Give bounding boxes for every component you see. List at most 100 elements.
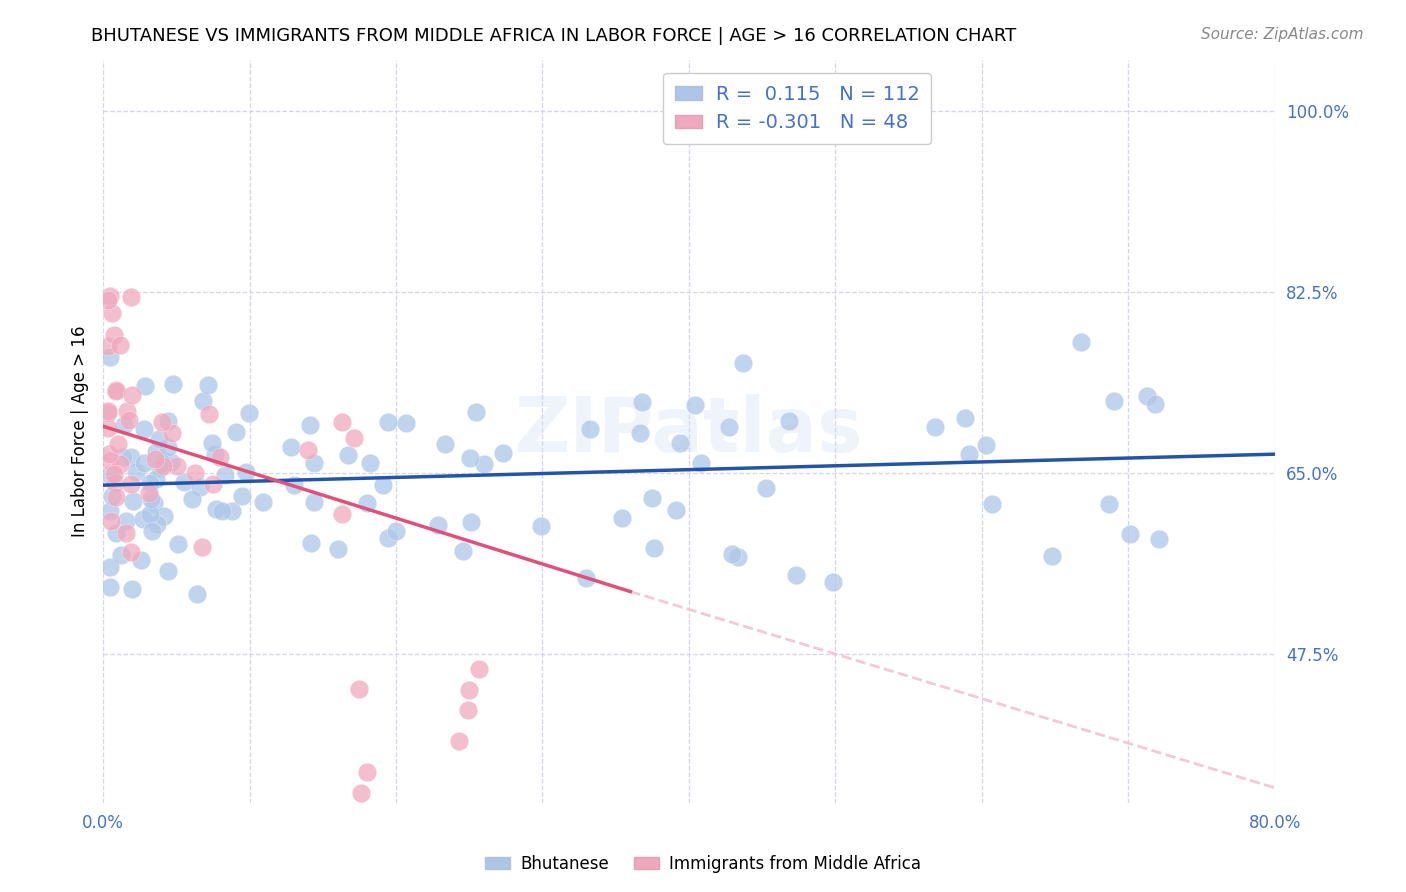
Point	[669, 435, 692, 450]
Point	[121, 582, 143, 596]
Point	[183, 467, 205, 481]
Point	[299, 536, 322, 550]
Point	[103, 327, 125, 342]
Point	[297, 442, 319, 457]
Point	[778, 414, 800, 428]
Point	[434, 437, 457, 451]
Point	[105, 384, 128, 398]
Point	[157, 440, 180, 454]
Point	[107, 436, 129, 450]
Point	[201, 435, 224, 450]
Point	[198, 407, 221, 421]
Point	[157, 414, 180, 428]
Point	[100, 489, 122, 503]
Point	[465, 405, 488, 419]
Point	[231, 489, 253, 503]
Point	[205, 502, 228, 516]
Point	[1040, 549, 1063, 563]
Point	[96, 406, 118, 420]
Point	[105, 491, 128, 505]
Point	[1136, 389, 1159, 403]
Point	[349, 681, 371, 696]
Point	[150, 415, 173, 429]
Point	[785, 568, 807, 582]
Point	[100, 514, 122, 528]
Point	[235, 466, 257, 480]
Point	[112, 417, 135, 432]
Point	[575, 571, 598, 585]
Point	[201, 477, 224, 491]
Point	[162, 377, 184, 392]
Point	[104, 525, 127, 540]
Point	[449, 734, 471, 748]
Point	[330, 507, 353, 521]
Point	[120, 290, 142, 304]
Point	[125, 466, 148, 480]
Point	[132, 456, 155, 470]
Point	[180, 491, 202, 506]
Point	[458, 682, 481, 697]
Point	[377, 532, 399, 546]
Point	[955, 410, 977, 425]
Point	[336, 448, 359, 462]
Point	[139, 507, 162, 521]
Point	[141, 524, 163, 538]
Point	[395, 416, 418, 430]
Point	[162, 425, 184, 440]
Point	[981, 497, 1004, 511]
Point	[385, 524, 408, 538]
Point	[146, 517, 169, 532]
Point	[157, 564, 180, 578]
Text: Source: ZipAtlas.com: Source: ZipAtlas.com	[1201, 27, 1364, 42]
Point	[160, 455, 183, 469]
Point	[100, 580, 122, 594]
Point	[1143, 397, 1166, 411]
Point	[132, 422, 155, 436]
Point	[330, 415, 353, 429]
Point	[138, 486, 160, 500]
Point	[530, 519, 553, 533]
Point	[209, 450, 232, 465]
Point	[298, 418, 321, 433]
Point	[665, 502, 688, 516]
Point	[304, 456, 326, 470]
Point	[148, 432, 170, 446]
Point	[153, 454, 176, 468]
Point	[149, 460, 172, 475]
Point	[1069, 334, 1091, 349]
Point	[342, 431, 364, 445]
Point	[211, 504, 233, 518]
Point	[100, 560, 122, 574]
Point	[153, 508, 176, 523]
Point	[359, 456, 381, 470]
Point	[460, 515, 482, 529]
Point	[101, 306, 124, 320]
Point	[451, 544, 474, 558]
Point	[103, 467, 125, 482]
Point	[96, 339, 118, 353]
Point	[145, 444, 167, 458]
Point	[690, 456, 713, 470]
Point	[641, 491, 664, 505]
Point	[134, 379, 156, 393]
Point	[191, 541, 214, 555]
Point	[97, 447, 120, 461]
Point	[755, 481, 778, 495]
Point	[492, 445, 515, 459]
Point	[100, 350, 122, 364]
Legend: R =  0.115   N = 112, R = -0.301   N = 48: R = 0.115 N = 112, R = -0.301 N = 48	[664, 73, 931, 145]
Point	[377, 415, 399, 429]
Point	[131, 553, 153, 567]
Point	[823, 575, 845, 590]
Point	[612, 511, 634, 525]
Point	[643, 541, 665, 556]
Point	[631, 394, 654, 409]
Point	[104, 476, 127, 491]
Point	[110, 549, 132, 563]
Legend: Bhutanese, Immigrants from Middle Africa: Bhutanese, Immigrants from Middle Africa	[478, 848, 928, 880]
Point	[427, 518, 450, 533]
Point	[467, 662, 489, 676]
Point	[733, 355, 755, 369]
Point	[974, 438, 997, 452]
Point	[121, 388, 143, 402]
